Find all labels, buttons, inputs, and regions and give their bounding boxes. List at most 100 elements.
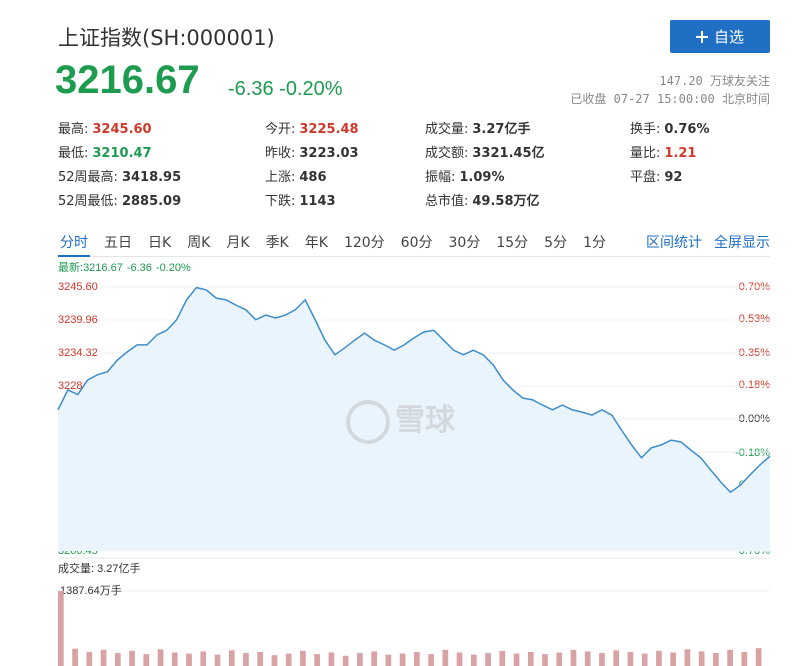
volume-bar: [200, 651, 207, 666]
volume-bar: [399, 653, 406, 666]
stat: 昨收: 3223.03: [265, 142, 425, 166]
volume-bar: [243, 653, 249, 666]
tab[interactable]: 周K: [187, 235, 211, 251]
stat-label: 今开:: [265, 122, 296, 137]
stat-value: 2885.09: [121, 194, 182, 209]
stat: 下跌: 1143: [265, 190, 425, 214]
stat-value: 1.21: [664, 146, 697, 161]
volume-bar: [513, 653, 520, 666]
latest-info: 最新:3216.67 -6.36 -0.20%: [58, 260, 191, 274]
volume-bar: [542, 654, 548, 666]
stat-label: 量比:: [630, 146, 661, 161]
chart: 0.70%0.53%0.35%0.18%0.00%-0.18%-0.35%-0.…: [57, 260, 771, 666]
stat-label: 52周最高:: [58, 170, 118, 185]
volume-bar: [670, 652, 677, 666]
volume-bar: [470, 654, 477, 666]
stat-label: 成交量:: [425, 122, 469, 137]
stat-label: 最高:: [58, 122, 89, 137]
volume-bar: [143, 654, 150, 666]
change-pct: -0.20%: [279, 78, 343, 100]
latest-part: 3216.67: [83, 262, 123, 274]
volume-bar: [456, 652, 463, 666]
tab[interactable]: 五日: [104, 235, 132, 251]
volume-bar: [527, 651, 534, 666]
stat-label: 振幅:: [425, 170, 456, 185]
stat-value: 3.27亿手: [472, 122, 531, 137]
volume-bar: [641, 653, 648, 666]
button-label: 自选: [713, 28, 744, 46]
stat-label: 总市值:: [425, 194, 469, 209]
tab[interactable]: 日K: [148, 235, 172, 251]
stat: 52周最低: 2885.09: [58, 190, 265, 214]
stat: 最高: 3245.60: [58, 118, 265, 142]
volume-bar: [214, 654, 221, 666]
y2-tick-label: 0.18%: [739, 379, 770, 391]
stat-value: 3418.95: [121, 170, 182, 185]
volume-bar: [328, 652, 335, 666]
followers: 147.20 万球友关注: [659, 74, 770, 88]
volume-bar: [300, 650, 306, 666]
volume-bar: [599, 653, 605, 666]
volume-bar: [114, 653, 121, 666]
tab[interactable]: 30分: [448, 235, 481, 251]
tab[interactable]: 60分: [400, 235, 433, 251]
plus-icon: [695, 30, 708, 43]
volume-bar: [86, 651, 93, 666]
volume-bar: [428, 654, 434, 666]
tab-link[interactable]: 区间统计: [646, 235, 702, 251]
volume-bar: [314, 654, 321, 666]
tab[interactable]: 1分: [583, 235, 606, 251]
volume-bar: [285, 653, 292, 666]
price-area: [58, 287, 770, 551]
y-tick-label: 3239.96: [58, 314, 98, 326]
volume-bar: [414, 651, 420, 666]
watermark-text: 雪球: [395, 404, 456, 437]
volume-bar: [129, 650, 135, 666]
y2-tick-label: -0.18%: [735, 447, 770, 459]
y-tick-label: 3234.32: [58, 347, 98, 359]
volume-bar: [371, 651, 377, 666]
stat: 量比: 1.21: [630, 142, 770, 166]
volume-bar: [570, 649, 577, 666]
stat: 成交量: 3.27亿手: [425, 118, 630, 142]
stat-label: 成交额:: [425, 146, 469, 161]
stat-value: 3321.45亿: [472, 146, 545, 161]
price-line: [57, 286, 771, 494]
volume-bar: [613, 650, 620, 666]
volume-bar: [100, 649, 107, 666]
stat: 振幅: 1.09%: [425, 166, 630, 190]
stat: 平盘: 92: [630, 166, 770, 190]
volume-bar: [257, 651, 264, 666]
volume-bar: [186, 653, 192, 666]
add-watchlist-button[interactable]: 自选: [670, 20, 770, 53]
latest-part: -0.20%: [156, 262, 191, 274]
tab[interactable]: 120分: [343, 235, 385, 251]
y-tick-label: 3245.60: [58, 281, 98, 293]
tab[interactable]: 分时: [58, 232, 90, 257]
volume-bar: [485, 653, 491, 666]
tab[interactable]: 年K: [304, 235, 328, 251]
stock-title: 上证指数(SH:000001): [58, 26, 275, 50]
volume-bar: [499, 650, 506, 666]
stat-label: 上涨:: [265, 170, 296, 185]
volume-bar: [556, 652, 563, 666]
volume-bar: [357, 653, 363, 666]
stat-value: 3245.60: [92, 122, 152, 137]
volume-bar: [228, 650, 235, 666]
stat: 52周最高: 3418.95: [58, 166, 265, 190]
volume-bar: [271, 655, 278, 666]
stat: 今开: 3225.48: [265, 118, 425, 142]
tab[interactable]: 季K: [265, 235, 289, 251]
stat-label: 下跌:: [265, 194, 296, 209]
stock-price: 3216.67: [55, 58, 200, 102]
tab[interactable]: 月K: [226, 235, 250, 251]
stat-value: 3225.48: [299, 122, 359, 137]
volume-bar: [727, 649, 733, 666]
stat-value: 3223.03: [299, 146, 359, 161]
stat-value: 92: [664, 170, 683, 185]
tab[interactable]: 5分: [544, 235, 568, 251]
tab-link[interactable]: 全屏显示: [714, 235, 770, 251]
volume-bar: [741, 651, 748, 666]
tab[interactable]: 15分: [496, 235, 529, 251]
tab-links: 区间统计 全屏显示: [646, 232, 770, 256]
